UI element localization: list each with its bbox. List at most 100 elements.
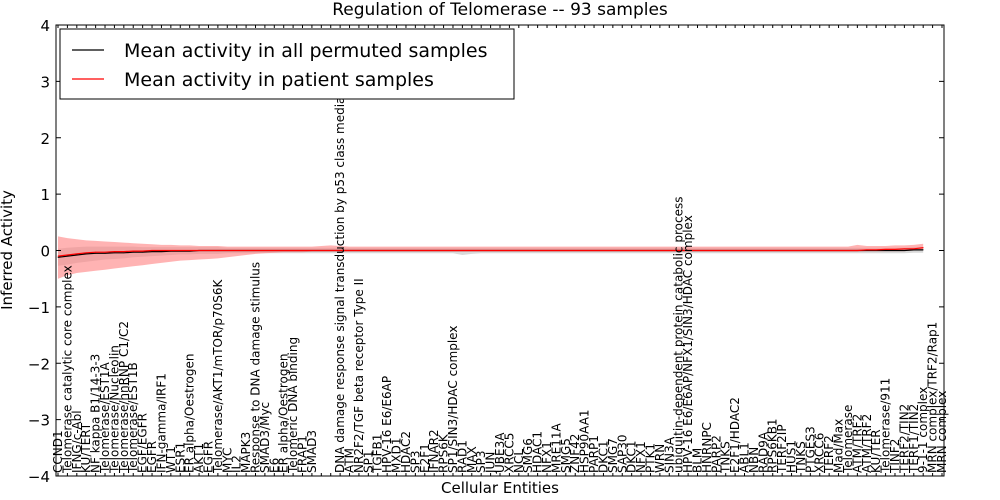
x-tick-label: ATM	[343, 448, 357, 473]
x-tick-label: TERF2IP	[775, 424, 789, 474]
patient-point	[744, 250, 745, 251]
patient-point	[95, 251, 96, 253]
x-tick-label: SMG6	[521, 438, 535, 473]
y-tick-label: 2	[40, 130, 50, 148]
x-tick-label: ER alpha/Oestrogen	[183, 354, 197, 473]
patient-point	[179, 250, 181, 251]
x-tick-label: MRN complex	[935, 391, 949, 473]
patient-point	[584, 250, 585, 251]
x-tick-label: 9-1-1 complex	[916, 387, 930, 473]
permuted-point	[76, 254, 78, 256]
y-tick-label: −1	[28, 299, 50, 317]
x-tick-label: NFX1	[634, 441, 648, 473]
patient-point	[838, 250, 839, 251]
x-tick-label: WT1	[164, 446, 178, 473]
patient-point	[697, 250, 698, 251]
patient-point	[574, 250, 576, 251]
y-tick-label: 3	[40, 73, 50, 91]
patient-point	[546, 250, 548, 251]
permuted-point	[114, 252, 115, 254]
permuted-point	[67, 255, 68, 257]
y-tick-label: −2	[28, 355, 50, 373]
legend-box	[59, 28, 515, 100]
patient-point	[57, 255, 59, 257]
x-tick-label: KU/TER	[869, 429, 883, 473]
patient-point	[819, 250, 821, 251]
x-tick-label: PTK1	[644, 443, 658, 473]
x-tick-label: SP3	[408, 451, 422, 474]
patient-point	[217, 250, 219, 251]
patient-point	[480, 250, 482, 251]
x-tick-label: ESR1	[173, 442, 187, 473]
x-tick-label: IL2	[230, 455, 244, 473]
patient-point	[320, 250, 322, 251]
x-tick-label: Telomeric DNA binding	[286, 337, 300, 474]
patient-point	[847, 250, 849, 251]
x-tick-label: Telomerase/911	[879, 378, 893, 474]
x-tick-label: PARP1	[587, 435, 601, 473]
x-tick-label: SAP30	[615, 434, 629, 473]
patient-point	[631, 250, 633, 251]
patient-point	[490, 250, 491, 251]
permuted-point	[161, 251, 162, 253]
x-tick-label: PARP2	[709, 435, 723, 473]
x-tick-label: TNKS	[719, 441, 733, 474]
patient-point	[76, 253, 78, 255]
y-tick-label: 0	[40, 243, 50, 261]
patient-point	[311, 250, 313, 251]
patient-point	[556, 250, 557, 251]
x-axis-label: Cellular Entities	[441, 479, 559, 497]
patient-point	[537, 250, 538, 251]
x-tick-label: RAD1	[455, 440, 469, 473]
x-tick-label: NBN	[747, 447, 761, 473]
x-tick-label: ABL1	[738, 442, 752, 473]
patient-point	[433, 250, 435, 251]
permuted-point	[151, 251, 153, 253]
x-tick-label: IFNG/c-Abl	[70, 410, 84, 473]
x-tick-label: NR2F2/TGF beta receptor Type II	[352, 278, 366, 473]
patient-point	[668, 250, 670, 251]
x-tick-label: Telomerase	[841, 405, 855, 474]
patient-point	[302, 250, 303, 251]
patient-point	[866, 249, 868, 251]
x-tick-label: SP3	[474, 451, 488, 474]
patient-point	[725, 250, 727, 251]
patient-point	[762, 250, 764, 251]
patient-point	[161, 250, 162, 251]
patient-point	[255, 250, 256, 251]
y-tick-label: −4	[28, 468, 50, 486]
x-tick-label: RPS6K	[437, 433, 451, 473]
patient-point	[452, 250, 454, 251]
permuted-point	[57, 256, 59, 258]
patient-point	[396, 250, 397, 251]
patient-point	[132, 250, 134, 252]
x-tick-label: IFN-gamma/IRF1	[154, 373, 168, 473]
permuted-point	[913, 249, 915, 251]
x-tick-label: HPV-16 E6/E6AP/NFX1/SIN3/HDAC complex	[681, 215, 695, 473]
x-tick-label: SP1	[361, 451, 375, 474]
patient-point	[424, 250, 426, 251]
x-tick-label: Telomerase/Nucleolin	[107, 345, 121, 474]
patient-point	[612, 250, 614, 251]
permuted-point	[104, 252, 106, 254]
x-tick-label: Telomerase/EST1B	[126, 362, 140, 474]
x-tick-label: XRCC5	[502, 433, 516, 473]
x-tick-label: EGFR	[145, 441, 159, 473]
patient-point	[67, 254, 68, 256]
patient-point	[443, 250, 444, 251]
patient-point	[678, 250, 680, 251]
x-tick-label: Mad/Max	[832, 419, 846, 473]
x-tick-label: ATM/TRF2	[850, 414, 864, 473]
x-tick-label: DKC1	[596, 441, 610, 473]
x-tick-label: HNRNPC	[700, 422, 714, 473]
patient-point	[471, 250, 473, 251]
permuted-point	[922, 249, 924, 251]
patient-point	[462, 250, 463, 251]
patient-point	[151, 250, 153, 251]
x-tick-label: TGFB1	[371, 434, 385, 474]
x-tick-label: MAX	[465, 446, 479, 473]
x-tick-label: NFX1	[540, 441, 554, 473]
x-tick-label: RAD9A	[756, 431, 770, 473]
x-tick-label: TERF2/TIN2	[897, 404, 911, 474]
